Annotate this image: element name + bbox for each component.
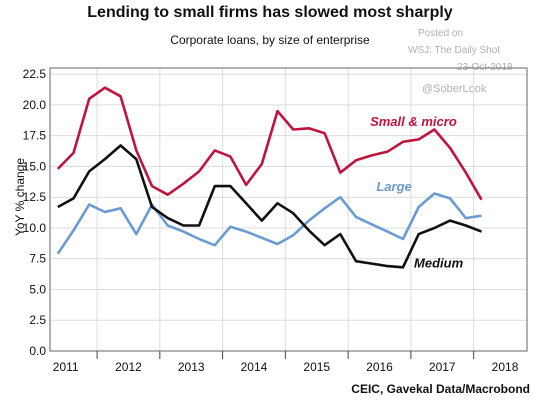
x-tick-label: 2018 [492,360,519,374]
x-tick-label: 2012 [115,360,142,374]
y-tick-label: 20.0 [23,98,47,112]
series-label: Small & micro [370,114,457,129]
x-tick-label: 2017 [429,360,456,374]
series-label: Large [376,179,411,194]
x-tick-label: 2016 [366,360,393,374]
plot-frame [49,67,528,352]
watermark-handle: @SoberLook [422,83,487,95]
y-tick-label: 0.0 [29,344,46,358]
chart-subtitle: Corporate loans, by size of enterprise [170,33,370,47]
watermark-posted-on: Posted on [418,28,464,39]
watermark-source: WSJ: The Daily Shot [408,45,501,56]
y-tick-label: 5.0 [29,282,46,296]
series-layer [56,86,483,269]
y-tick-label: 12.5 [23,190,47,204]
series-line-medium [57,144,482,269]
x-tick-label: 2013 [178,360,205,374]
series-line-small-micro [56,86,483,201]
y-tick-label: 2.5 [29,313,46,327]
y-tick-label: 15.0 [23,159,47,173]
axis-layer: 0.0 2.5 5.0 7.5 10.0 12.5 15.0 17.5 20.0 22.5 2011… [23,67,528,374]
series-line-large [56,192,482,255]
y-tick-label: 7.5 [29,252,46,266]
chart-title: Lending to small firms has slowed most s… [87,4,453,21]
y-tick-label: 10.0 [23,221,47,235]
label-layer: Small & micro Large Medium [370,114,463,271]
y-tick-label: 17.5 [23,129,47,143]
y-tick-label: 22.5 [23,67,47,81]
source-note: CEIC, Gavekal Data/Macrobond [351,382,530,396]
x-tick-label: 2015 [303,360,330,374]
x-tick-label: 2011 [53,360,79,374]
x-tick-label: 2014 [241,360,268,374]
series-label: Medium [414,255,464,270]
